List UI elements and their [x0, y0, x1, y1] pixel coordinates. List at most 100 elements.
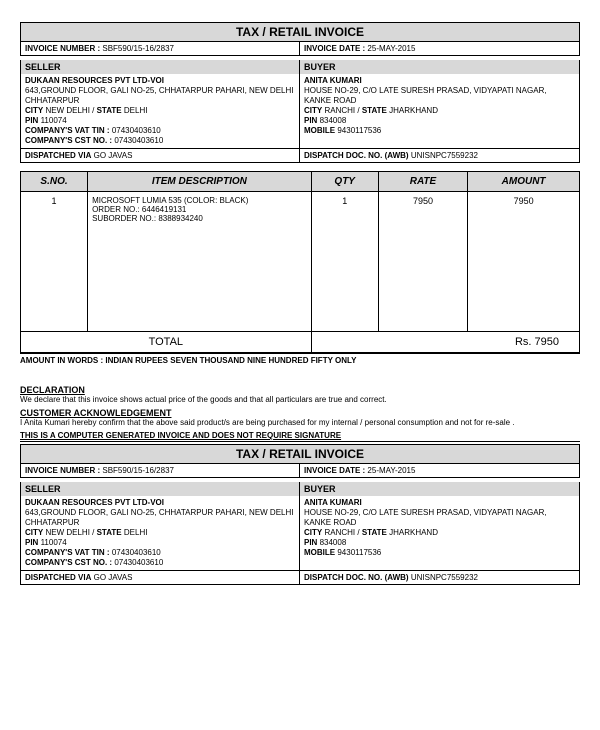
items-header-row: S.NO. ITEM DESCRIPTION QTY RATE AMOUNT [21, 172, 580, 192]
buyer-pin: 834008 [320, 116, 347, 125]
seller-cst-2: 07430403610 [114, 558, 163, 567]
item-qty: 1 [311, 192, 378, 332]
declaration-label: DECLARATION [20, 385, 580, 395]
invoice-copy-2: TAX / RETAIL INVOICE INVOICE NUMBER : SB… [20, 444, 580, 585]
seller-pin-2: 110074 [41, 538, 67, 547]
buyer-state-label-2: STATE [362, 528, 387, 537]
invoice-number-cell-2: INVOICE NUMBER : SBF590/15-16/2837 [21, 464, 300, 477]
invoice-date-cell: INVOICE DATE : 25-MAY-2015 [300, 42, 579, 55]
buyer-name-2: ANITA KUMARI [304, 498, 575, 508]
buyer-body-2: ANITA KUMARI HOUSE NO-29, C/O LATE SURES… [300, 496, 579, 560]
seller-cst: 07430403610 [114, 136, 163, 145]
item-desc: MICROSOFT LUMIA 535 (COLOR: BLACK) ORDER… [88, 192, 312, 332]
seller-pin-row-2: PIN 110074 [25, 538, 295, 548]
buyer-pin-2: 834008 [320, 538, 347, 547]
seller-address-2: 643,GROUND FLOOR, GALI NO-25, CHHATARPUR… [25, 508, 295, 528]
item-suborder-label: SUBORDER NO.: [92, 214, 156, 223]
buyer-city-2: RANCHI [324, 528, 355, 537]
buyer-mobile-label: MOBILE [304, 126, 335, 135]
buyer-body: ANITA KUMARI HOUSE NO-29, C/O LATE SURES… [300, 74, 579, 138]
declaration-block: DECLARATION We declare that this invoice… [20, 385, 580, 442]
item-row: 1 MICROSOFT LUMIA 535 (COLOR: BLACK) ORD… [21, 192, 580, 332]
item-amount: 7950 [468, 192, 580, 332]
seller-header-2: SELLER [21, 482, 299, 496]
seller-vat-row: COMPANY'S VAT TIN : 07430403610 [25, 126, 295, 136]
seller-city-2: NEW DELHI [45, 528, 89, 537]
parties-block-2: SELLER DUKAAN RESOURCES PVT LTD-VOI 643,… [20, 482, 580, 571]
buyer-city: RANCHI [324, 106, 355, 115]
dispatch-via-value-2: GO JAVAS [94, 573, 133, 582]
buyer-address: HOUSE NO-29, C/O LATE SURESH PRASAD, VID… [304, 86, 575, 106]
seller-city-label-2: CITY [25, 528, 43, 537]
seller-address: 643,GROUND FLOOR, GALI NO-25, CHHATARPUR… [25, 86, 295, 106]
dispatch-via-label-2: DISPATCHED VIA [25, 573, 91, 582]
invoice-title: TAX / RETAIL INVOICE [20, 22, 580, 41]
invoice-number-cell: INVOICE NUMBER : SBF590/15-16/2837 [21, 42, 300, 55]
seller-name: DUKAAN RESOURCES PVT LTD-VOI [25, 76, 295, 86]
seller-city-state-2: CITY NEW DELHI / STATE DELHI [25, 528, 295, 538]
seller-state-2: DELHI [124, 528, 148, 537]
buyer-mobile-row: MOBILE 9430117536 [304, 126, 575, 136]
total-label: TOTAL [21, 332, 312, 353]
seller-state: DELHI [124, 106, 148, 115]
item-sno: 1 [21, 192, 88, 332]
buyer-pin-label-2: PIN [304, 538, 317, 547]
amount-words-row: AMOUNT IN WORDS : INDIAN RUPEES SEVEN TH… [20, 353, 580, 367]
buyer-block: BUYER ANITA KUMARI HOUSE NO-29, C/O LATE… [300, 60, 579, 148]
buyer-mobile-row-2: MOBILE 9430117536 [304, 548, 575, 558]
item-suborder: 8388934240 [158, 214, 203, 223]
dispatch-doc-value-2: UNISNPC7559232 [411, 573, 478, 582]
col-sno: S.NO. [21, 172, 88, 192]
item-order: 6446419131 [142, 205, 187, 214]
buyer-mobile: 9430117536 [337, 126, 381, 135]
seller-name-2: DUKAAN RESOURCES PVT LTD-VOI [25, 498, 295, 508]
col-rate: RATE [378, 172, 467, 192]
seller-cst-label-2: COMPANY'S CST NO. : [25, 558, 112, 567]
invoice-meta-row-2: INVOICE NUMBER : SBF590/15-16/2837 INVOI… [20, 463, 580, 478]
invoice-date-label: INVOICE DATE : [304, 44, 365, 53]
buyer-pin-label: PIN [304, 116, 317, 125]
seller-body: DUKAAN RESOURCES PVT LTD-VOI 643,GROUND … [21, 74, 299, 148]
seller-cst-row: COMPANY'S CST NO. : 07430403610 [25, 136, 295, 146]
col-qty: QTY [311, 172, 378, 192]
invoice-number-label: INVOICE NUMBER : [25, 44, 100, 53]
dispatch-doc-label-2: DISPATCH DOC. NO. (AWB) [304, 573, 409, 582]
parties-block: SELLER DUKAAN RESOURCES PVT LTD-VOI 643,… [20, 60, 580, 149]
amount-words-value: INDIAN RUPEES SEVEN THOUSAND NINE HUNDRE… [105, 356, 356, 365]
item-order-label: ORDER NO.: [92, 205, 140, 214]
seller-vat: 07430403610 [112, 126, 161, 135]
seller-vat-row-2: COMPANY'S VAT TIN : 07430403610 [25, 548, 295, 558]
seller-body-2: DUKAAN RESOURCES PVT LTD-VOI 643,GROUND … [21, 496, 299, 570]
invoice-date-value: 25-MAY-2015 [367, 44, 415, 53]
seller-vat-label: COMPANY'S VAT TIN : [25, 126, 110, 135]
buyer-state-label: STATE [362, 106, 387, 115]
seller-block-2: SELLER DUKAAN RESOURCES PVT LTD-VOI 643,… [21, 482, 300, 570]
seller-state-label-2: STATE [97, 528, 122, 537]
invoice-title-2: TAX / RETAIL INVOICE [20, 444, 580, 463]
buyer-city-label: CITY [304, 106, 322, 115]
buyer-mobile-label-2: MOBILE [304, 548, 335, 557]
seller-pin-label-2: PIN [25, 538, 38, 547]
dispatch-via-value: GO JAVAS [94, 151, 133, 160]
buyer-state: JHARKHAND [389, 106, 438, 115]
invoice-number-value-2: SBF590/15-16/2837 [102, 466, 174, 475]
amount-words-label: AMOUNT IN WORDS : [20, 356, 103, 365]
buyer-city-state: CITY RANCHI / STATE JHARKHAND [304, 106, 575, 116]
seller-block: SELLER DUKAAN RESOURCES PVT LTD-VOI 643,… [21, 60, 300, 148]
buyer-address-2: HOUSE NO-29, C/O LATE SURESH PRASAD, VID… [304, 508, 575, 528]
buyer-header: BUYER [300, 60, 579, 74]
buyer-header-2: BUYER [300, 482, 579, 496]
dispatch-doc-value: UNISNPC7559232 [411, 151, 478, 160]
item-order-row: ORDER NO.: 6446419131 [92, 205, 307, 214]
invoice-copy-1: TAX / RETAIL INVOICE INVOICE NUMBER : SB… [20, 22, 580, 442]
col-desc: ITEM DESCRIPTION [88, 172, 312, 192]
seller-vat-2: 07430403610 [112, 548, 161, 557]
dispatch-doc-label: DISPATCH DOC. NO. (AWB) [304, 151, 409, 160]
invoice-date-cell-2: INVOICE DATE : 25-MAY-2015 [300, 464, 579, 477]
declaration-text: We declare that this invoice shows actua… [20, 395, 580, 404]
seller-cst-row-2: COMPANY'S CST NO. : 07430403610 [25, 558, 295, 568]
ack-text: I Anita Kumari hereby confirm that the a… [20, 418, 580, 427]
dispatch-doc-cell-2: DISPATCH DOC. NO. (AWB) UNISNPC7559232 [300, 571, 579, 584]
total-row: TOTAL Rs. 7950 [21, 332, 580, 353]
dispatch-row-2: DISPATCHED VIA GO JAVAS DISPATCH DOC. NO… [20, 571, 580, 585]
